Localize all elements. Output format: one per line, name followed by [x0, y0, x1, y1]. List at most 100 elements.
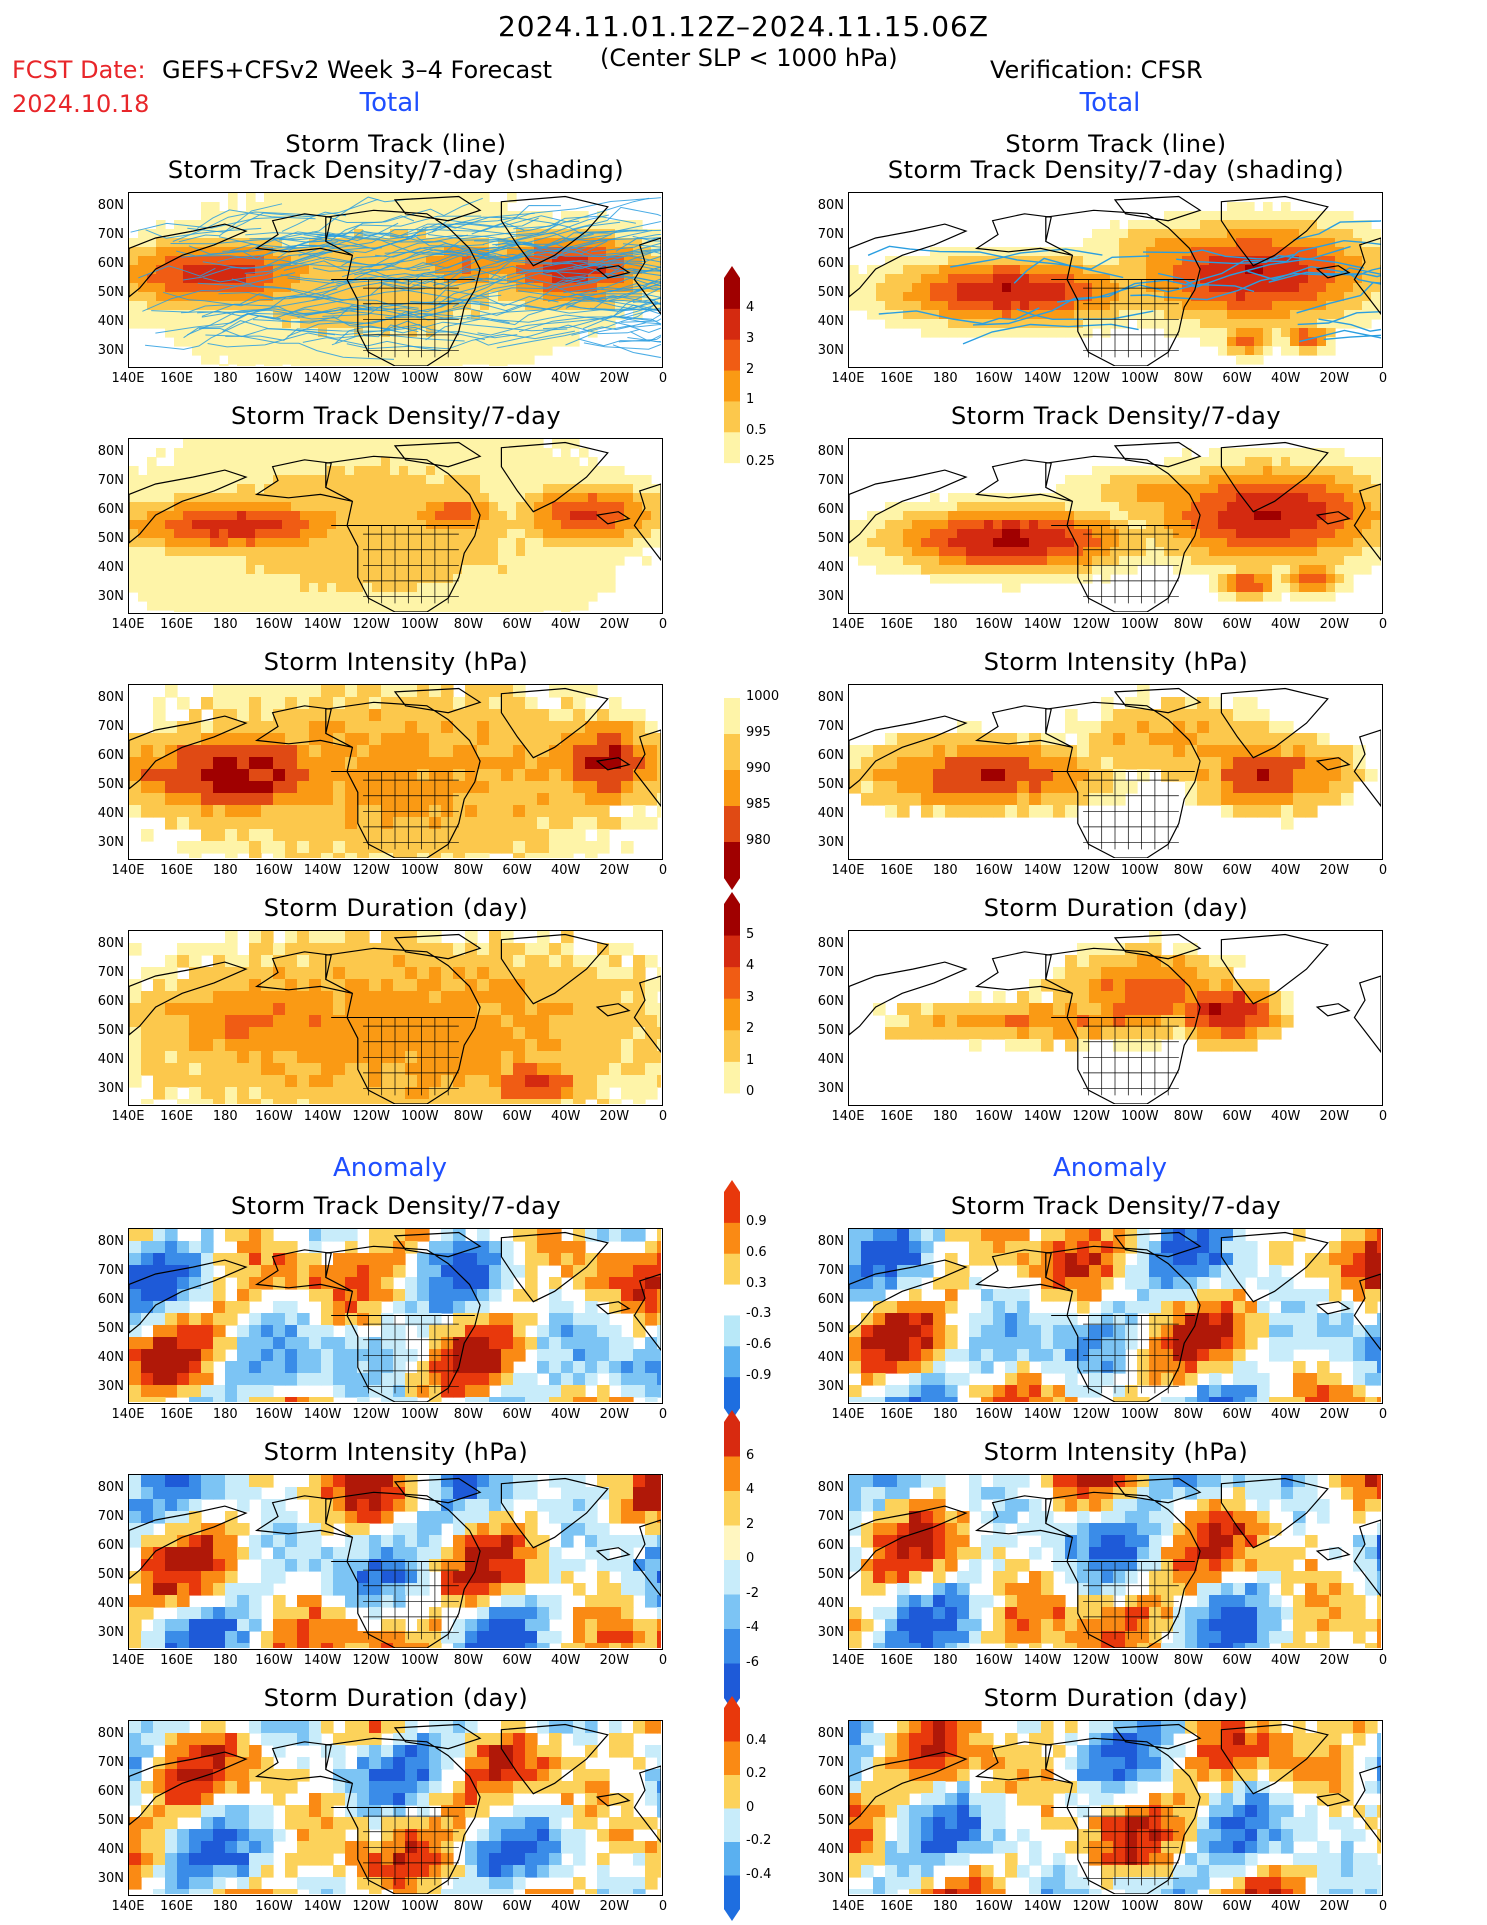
lon-tick-label: 160E [880, 1109, 914, 1124]
lon-tick-label: 0 [1378, 1899, 1388, 1914]
lon-tick-label: 40W [551, 1653, 581, 1668]
lon-tick-label: 140E [111, 371, 145, 386]
lon-tick-label: 160E [160, 1899, 194, 1914]
map-panel-vf-duration [848, 930, 1383, 1106]
colorbar-tick-label: 0.25 [746, 454, 775, 470]
lat-tick-label: 60N [97, 1784, 124, 1799]
forecast-date-label: FCST Date: [12, 56, 146, 84]
lon-tick-label: 160W [975, 617, 1013, 632]
colorbar-swatch [724, 1808, 740, 1843]
lat-tick-label: 70N [817, 473, 844, 488]
colorbar-swatch [724, 1456, 740, 1492]
lon-tick-label: 100W [1120, 1407, 1159, 1422]
colorbar-swatch [724, 935, 740, 968]
lon-tick-label: 20W [1319, 617, 1350, 632]
state-borders [1051, 1807, 1195, 1886]
lon-tick-label: 140W [303, 371, 342, 386]
lon-tick-label: 140W [1023, 1407, 1062, 1422]
lon-tick-label: 20W [1319, 1407, 1350, 1422]
lon-tick-label: 0 [1378, 1407, 1388, 1422]
lat-tick-label: 30N [97, 1871, 124, 1886]
shaded-field [849, 448, 1381, 602]
lon-tick-label: 80W [453, 371, 484, 386]
lat-tick-label: 80N [97, 1480, 124, 1495]
lat-tick-label: 70N [97, 719, 124, 734]
lon-tick-label: 160E [880, 371, 914, 386]
lat-tick-label: 70N [817, 1755, 844, 1770]
lon-tick-label: 180 [932, 1109, 958, 1124]
lat-tick-label: 80N [97, 444, 124, 459]
lat-tick-label: 70N [817, 965, 844, 980]
colorbar-swatch [724, 1253, 740, 1286]
lat-tick-label: 80N [817, 1234, 844, 1249]
lon-tick-label: 20W [1319, 863, 1350, 878]
map-panel-vf-density [848, 438, 1383, 614]
colorbar-tick-label: 3 [746, 989, 755, 1005]
chart-subtitle: (Center SLP < 1000 hPa) [600, 44, 898, 72]
map-panel-fc-intensity-anom [128, 1474, 663, 1650]
lon-tick-label: 160E [160, 617, 194, 632]
state-borders [1051, 1315, 1195, 1394]
lat-tick-label: 30N [97, 589, 124, 604]
lon-tick-label: 120W [1072, 1653, 1110, 1668]
colorbar-top-arrow [724, 892, 740, 904]
colorbar-swatch [724, 1093, 740, 1126]
lon-tick-label: 180 [932, 371, 958, 386]
lat-tick-label: 30N [817, 1081, 844, 1096]
lon-tick-label: 20W [599, 1407, 630, 1422]
lon-tick-label: 120W [352, 617, 390, 632]
lon-tick-label: 0 [658, 1109, 668, 1124]
colorbar-swatch [724, 370, 740, 402]
lat-tick-label: 70N [97, 473, 124, 488]
lat-tick-label: 40N [97, 1052, 124, 1067]
lon-tick-label: 160W [975, 863, 1013, 878]
panel-title: Storm Intensity (hPa) [983, 648, 1249, 676]
lon-tick-label: 120W [352, 1899, 390, 1914]
lat-tick-label: 40N [817, 1350, 844, 1365]
lon-tick-label: 40W [1271, 1899, 1301, 1914]
colorbar-tick-label: 0.5 [746, 423, 767, 439]
colorbar-tick-label: 2 [746, 361, 755, 377]
lon-tick-label: 80W [1173, 863, 1204, 878]
map-panel-vf-track [848, 192, 1383, 368]
lon-tick-label: 140W [1023, 1899, 1062, 1914]
lat-tick-label: 80N [817, 936, 844, 951]
lon-tick-label: 40W [551, 1109, 581, 1124]
lat-tick-label: 30N [817, 835, 844, 850]
lat-tick-label: 70N [97, 227, 124, 242]
state-borders [331, 525, 475, 604]
lon-tick-label: 0 [658, 1653, 668, 1668]
lat-tick-label: 70N [97, 1263, 124, 1278]
lat-tick-label: 30N [817, 1379, 844, 1394]
colorbar-top-arrow [724, 1180, 740, 1192]
panel-subtitle: Storm Track Density/7-day (shading) [167, 156, 625, 184]
lon-tick-label: 60W [502, 1109, 532, 1124]
lon-tick-label: 80W [1173, 1899, 1204, 1914]
section-anomaly-verification: Anomaly [1052, 1153, 1168, 1183]
lon-tick-label: 160W [975, 1407, 1013, 1422]
lon-tick-label: 100W [1120, 1109, 1159, 1124]
lat-tick-label: 30N [97, 1379, 124, 1394]
lat-tick-label: 80N [97, 1726, 124, 1741]
lon-tick-label: 160E [160, 863, 194, 878]
colorbar-swatch [724, 1192, 740, 1224]
lon-tick-label: 160E [880, 1899, 914, 1914]
shaded-field [129, 1475, 661, 1648]
lon-tick-label: 20W [599, 1899, 630, 1914]
lon-tick-label: 140W [303, 863, 342, 878]
panel-title: Storm Track (line) [285, 130, 507, 158]
colorbar-swatch [724, 432, 740, 464]
state-borders [1051, 279, 1195, 358]
map-panel-vf-intensity-anom [848, 1474, 1383, 1650]
lon-tick-label: 40W [1271, 1653, 1301, 1668]
lon-tick-label: 20W [1319, 1109, 1350, 1124]
lon-tick-label: 60W [1222, 1109, 1252, 1124]
colorbar-cb-intensity [724, 650, 740, 890]
lon-tick-label: 120W [352, 863, 390, 878]
lon-tick-label: 160W [975, 1899, 1013, 1914]
colorbar-bottom-arrow [724, 1125, 740, 1137]
lon-tick-label: 60W [502, 863, 532, 878]
lon-tick-label: 140E [111, 863, 145, 878]
map-canvas [129, 1721, 661, 1894]
colorbar-swatch [724, 1346, 740, 1378]
